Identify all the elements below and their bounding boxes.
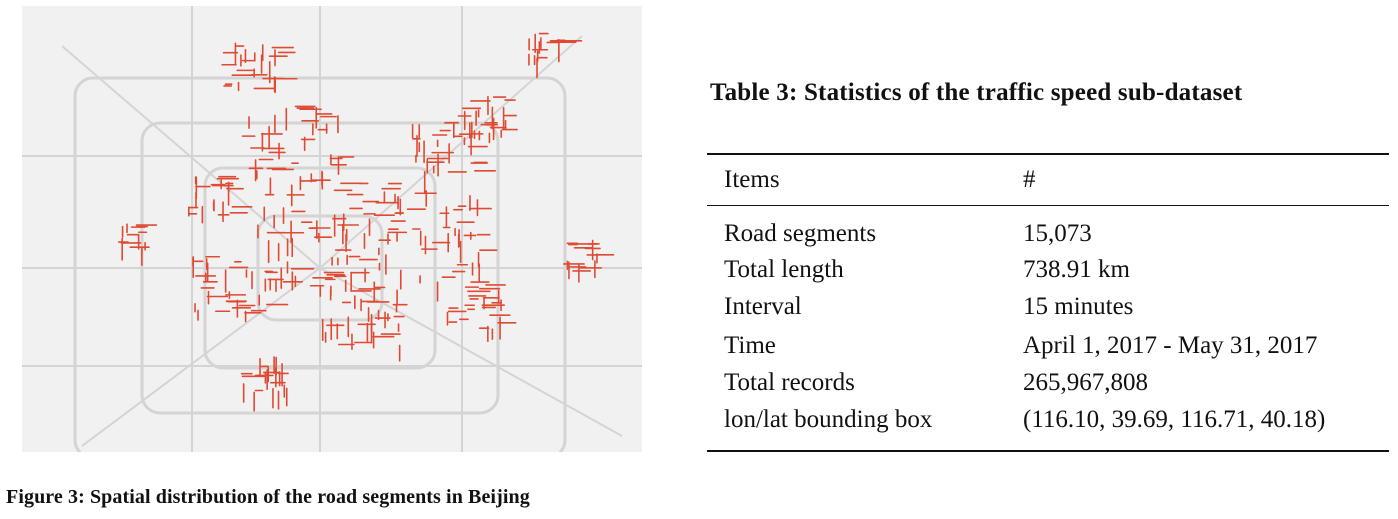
table-caption: Table 3: Statistics of the traffic speed… <box>710 79 1243 106</box>
row-value: (116.10, 39.69, 116.71, 40.18) <box>1023 406 1326 433</box>
beijing-road-map <box>22 6 642 452</box>
row-value: 15,073 <box>1023 220 1092 247</box>
row-value: April 1, 2017 - May 31, 2017 <box>1023 332 1318 359</box>
row-item: Total records <box>724 369 855 396</box>
header-value: # <box>1023 166 1036 193</box>
row-item: lon/lat bounding box <box>724 406 933 433</box>
table-header-rule <box>707 205 1389 206</box>
map-of-beijing-road-segments-image <box>22 6 642 452</box>
row-item: Total length <box>724 256 844 283</box>
arterial-road <box>319 267 623 437</box>
row-value: 15 minutes <box>1023 293 1134 320</box>
row-value: 265,967,808 <box>1023 369 1148 396</box>
row-item: Time <box>724 332 776 359</box>
table-bottom-rule <box>707 450 1389 452</box>
figure-caption: Figure 3: Spatial distribution of the ro… <box>6 486 530 508</box>
header-items: Items <box>724 166 780 193</box>
table-top-rule <box>707 153 1389 155</box>
row-item: Road segments <box>724 220 877 247</box>
map-background <box>22 6 642 452</box>
row-value: 738.91 km <box>1023 256 1130 283</box>
arterial-road <box>81 267 321 447</box>
row-item: Interval <box>724 293 802 320</box>
